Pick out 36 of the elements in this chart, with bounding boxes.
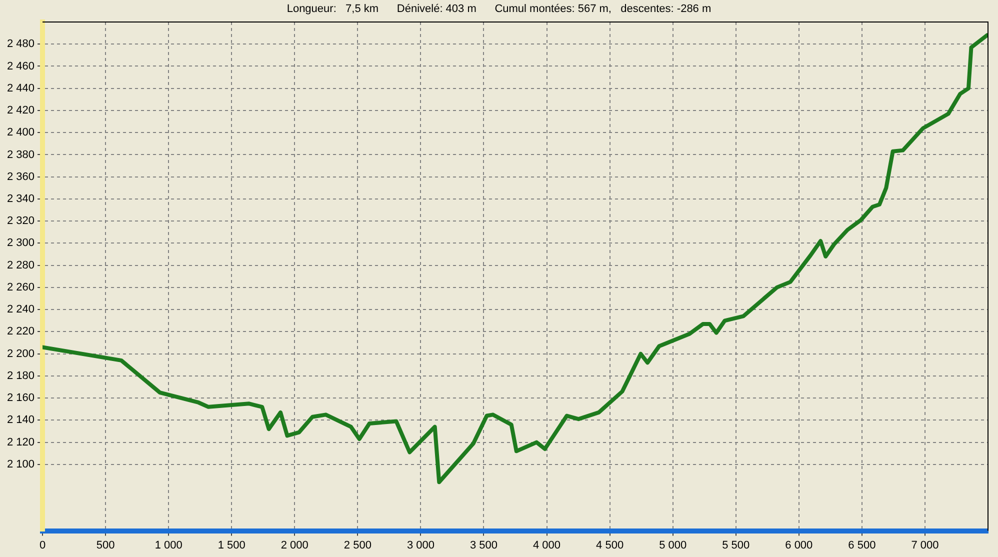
chart-title: Longueur: 7,5 km Dénivelé: 403 m Cumul montées: 567 m, descentes: -286 m xyxy=(286,3,712,15)
y-tick-label: 2 400 xyxy=(6,126,35,139)
x-tick-label: 5 500 xyxy=(722,539,750,552)
x-tick-label: 6 000 xyxy=(785,539,813,552)
y-tick-label: 2 460 xyxy=(6,60,35,72)
x-tick-label: 4 000 xyxy=(533,539,561,552)
y-tick-label: 2 320 xyxy=(6,215,35,228)
y-tick-label: 2 180 xyxy=(6,370,35,382)
x-tick-label: 2 500 xyxy=(344,539,372,552)
y-tick-label: 2 480 xyxy=(6,38,35,50)
y-tick-label: 2 420 xyxy=(6,104,35,117)
x-tick-label: 0 xyxy=(39,539,46,552)
x-tick-label: 3 500 xyxy=(470,539,498,552)
y-tick-label: 2 160 xyxy=(6,392,35,404)
x-tick-label: 6 500 xyxy=(848,539,876,552)
y-tick-label: 2 360 xyxy=(6,170,35,183)
x-tick-label: 4 500 xyxy=(596,539,624,552)
x-tick-label: 7 000 xyxy=(911,539,939,552)
y-tick-label: 2 100 xyxy=(6,458,35,470)
y-tick-label: 2 120 xyxy=(6,436,35,448)
y-tick-label: 2 200 xyxy=(6,348,35,360)
y-tick-label: 2 140 xyxy=(6,414,35,426)
x-tick-label: 1 500 xyxy=(218,539,246,552)
x-tick-label: 2 000 xyxy=(280,539,308,552)
x-tick-label: 500 xyxy=(96,539,115,552)
x-tick-label: 3 000 xyxy=(406,539,434,552)
y-tick-label: 2 380 xyxy=(6,148,35,161)
y-tick-label: 2 300 xyxy=(6,237,35,250)
y-tick-label: 2 340 xyxy=(6,193,35,206)
y-tick-label: 2 240 xyxy=(6,304,35,316)
y-tick-label: 2 220 xyxy=(6,326,35,338)
x-tick-label: 1 000 xyxy=(154,539,182,552)
y-tick-label: 2 440 xyxy=(6,82,35,94)
x-tick-label: 5 000 xyxy=(659,539,687,552)
y-tick-label: 2 260 xyxy=(6,281,35,294)
y-tick-label: 2 280 xyxy=(6,259,35,272)
